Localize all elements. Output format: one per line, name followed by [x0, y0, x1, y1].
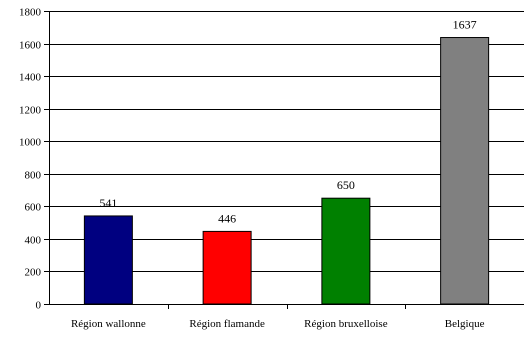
x-category-label: Région wallonne	[71, 318, 146, 330]
y-tick-label: 400	[25, 235, 42, 247]
data-label: 541	[99, 196, 117, 210]
x-category-label: Région flamande	[189, 318, 265, 330]
data-label: 446	[218, 211, 236, 225]
bar	[202, 230, 252, 305]
y-tick-label: 200	[25, 267, 42, 279]
x-category-label: Région bruxelloise	[304, 318, 388, 330]
y-tick-label: 1600	[19, 40, 42, 52]
y-tick-label: 600	[25, 202, 42, 214]
y-tick-label: 0	[36, 300, 42, 312]
y-tick-label: 1000	[19, 137, 42, 149]
y-tick-label: 1800	[19, 7, 42, 19]
data-label: 650	[337, 178, 355, 192]
bar	[83, 215, 133, 305]
x-category-label: Belgique	[445, 318, 485, 330]
y-tick-label: 800	[25, 170, 42, 182]
data-label: 1637	[453, 18, 477, 32]
y-tick-label: 1200	[19, 105, 42, 117]
bar	[321, 197, 371, 305]
y-tick-label: 1400	[19, 72, 42, 84]
bar	[440, 37, 490, 305]
